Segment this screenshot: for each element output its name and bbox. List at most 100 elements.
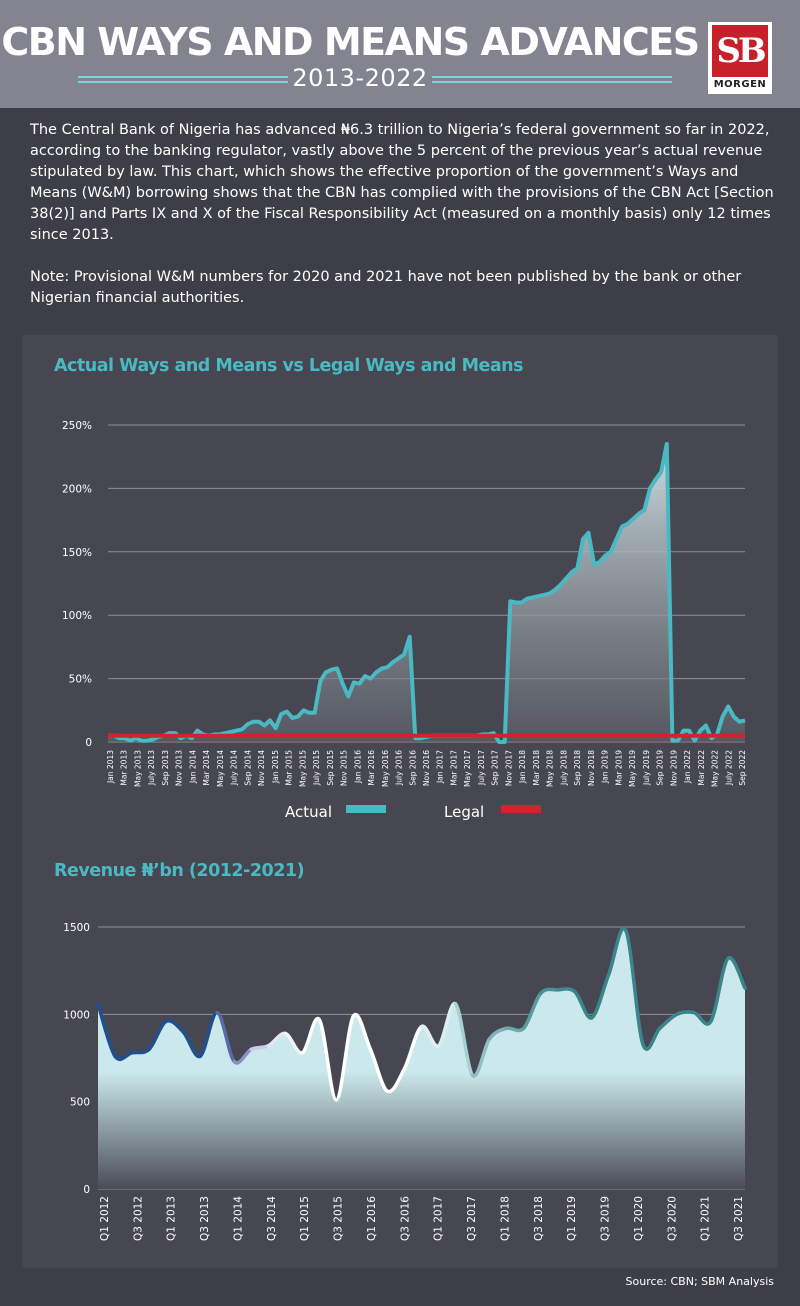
wm-x-tick-label: Mar 2017 <box>449 750 458 786</box>
rev-line-segment <box>368 1047 390 1093</box>
logo-wordmark: MORGEN <box>713 79 767 90</box>
wm-x-tick-label: Sep 2014 <box>243 750 252 786</box>
rev-x-tick-label: Q3 2014 <box>266 1196 278 1241</box>
wm-x-tick-label: Jan 2015 <box>271 750 280 784</box>
wm-x-tick-label: Mar 2019 <box>614 750 623 786</box>
rev-line-segment <box>726 956 747 990</box>
source-note: Source: CBN; SBM Analysis <box>625 1275 774 1288</box>
wm-chart-title: Actual Ways and Means vs Legal Ways and … <box>54 356 524 376</box>
rev-x-tick-label: Q1 2013 <box>166 1196 178 1241</box>
rev-line-segment <box>351 1012 373 1052</box>
wm-y-tick-label: 200% <box>62 483 92 495</box>
rev-line-segment <box>164 1018 185 1034</box>
wm-x-tick-label: Jan 2013 <box>106 750 115 784</box>
subtitle-rule-left <box>78 76 288 83</box>
wm-x-tick-label: May 2022 <box>711 750 720 787</box>
wm-actual-area <box>108 444 745 742</box>
wm-x-tick-label: Jan 2017 <box>436 750 445 784</box>
intro-note: Note: Provisional W&M numbers for 2020 a… <box>30 269 742 306</box>
rev-x-tick-label: Q1 2014 <box>232 1196 244 1241</box>
legend-legal-label: Legal <box>444 803 484 821</box>
wm-x-tick-label: Nov 2016 <box>422 750 431 786</box>
wm-y-tick-label: 100% <box>62 610 92 622</box>
wm-x-tick-label: July 2016 <box>395 750 404 786</box>
rev-line-segment <box>709 956 730 1024</box>
wm-x-tick-label: May 2016 <box>381 750 390 787</box>
wm-x-tick-label: Sep 2018 <box>573 750 582 786</box>
rev-x-tick-label: Q3 2013 <box>199 1196 211 1241</box>
logo-mark: SB <box>712 25 768 77</box>
wm-x-tick-label: July 2019 <box>642 750 651 786</box>
rev-x-tick-label: Q3 2016 <box>399 1196 411 1241</box>
rev-x-tick-label: Q3 2015 <box>333 1196 345 1241</box>
rev-line-segment <box>334 1014 356 1102</box>
rev-x-tick-label: Q1 2015 <box>299 1196 311 1241</box>
rev-x-tick-label: Q3 2017 <box>466 1196 478 1241</box>
wm-x-tick-label: Sep 2019 <box>656 750 665 786</box>
wm-x-tick-label: Sep 2017 <box>491 750 500 786</box>
rev-line-segment <box>402 1024 424 1071</box>
wm-x-tick-label: July 2013 <box>147 750 156 786</box>
wm-x-tick-label: Nov 2019 <box>669 750 678 786</box>
page-subtitle: 2013-2022 <box>292 64 428 92</box>
wm-x-tick-label: Mar 2013 <box>120 750 129 786</box>
rev-x-tick-label: Q3 2020 <box>666 1196 678 1241</box>
wm-y-tick-label: 50% <box>69 674 92 686</box>
page-title: CBN WAYS AND MEANS ADVANCES <box>1 20 700 64</box>
rev-line-segment <box>470 1037 492 1078</box>
legend-legal-swatch <box>501 805 541 813</box>
rev-x-tick-label: Q1 2012 <box>99 1196 111 1241</box>
subtitle-rule-right <box>432 76 672 83</box>
wm-x-tick-label: Nov 2018 <box>587 750 596 786</box>
rev-x-tick-label: Q1 2016 <box>366 1196 378 1241</box>
rev-x-tick-label: Q3 2018 <box>533 1196 545 1241</box>
wm-x-tick-label: Jan 2014 <box>188 750 197 784</box>
wm-x-tick-label: Jan 2018 <box>518 750 527 784</box>
rev-x-tick-label: Q1 2019 <box>566 1196 578 1241</box>
revenue-chart-title: Revenue ₦’bn (2012-2021) <box>54 861 305 881</box>
rev-line-segment <box>624 928 645 1046</box>
wm-x-tick-label: Mar 2015 <box>285 750 294 786</box>
header-banner: CBN WAYS AND MEANS ADVANCES 2013-2022 SB… <box>0 0 800 108</box>
wm-x-tick-label: Sep 2013 <box>161 750 170 786</box>
rev-line-segment <box>590 972 611 1020</box>
rev-line-segment <box>96 1002 117 1059</box>
rev-y-tick-label: 1000 <box>63 1009 90 1021</box>
rev-line-segment <box>215 1010 236 1064</box>
wm-x-tick-label: July 2014 <box>230 750 239 786</box>
wm-x-tick-label: May 2014 <box>216 750 225 787</box>
intro-text: The Central Bank of Nigeria has advanced… <box>30 120 775 330</box>
rev-x-tick-label: Q1 2020 <box>633 1196 645 1241</box>
rev-x-tick-label: Q3 2019 <box>600 1196 612 1241</box>
rev-line-segment <box>641 1026 662 1051</box>
wm-x-tick-label: May 2015 <box>298 750 307 787</box>
rev-x-tick-label: Q1 2021 <box>700 1196 712 1241</box>
wm-x-tick-label: Sep 2016 <box>408 750 417 786</box>
wm-y-tick-label: 0 <box>85 737 92 749</box>
rev-line-segment <box>130 1047 151 1055</box>
wm-x-tick-label: July 2017 <box>477 750 486 786</box>
intro-paragraph: The Central Bank of Nigeria has advanced… <box>30 122 774 243</box>
rev-x-tick-label: Q1 2018 <box>499 1196 511 1241</box>
wm-x-tick-label: Jan 2019 <box>601 750 610 784</box>
wm-x-tick-label: Mar 2022 <box>697 750 706 786</box>
wm-x-tick-label: July 2015 <box>312 750 321 786</box>
rev-line-segment <box>147 1019 168 1052</box>
rev-line-segment <box>317 1017 339 1102</box>
rev-line-segment <box>607 926 628 976</box>
wm-x-tick-label: Sep 2022 <box>738 750 747 786</box>
wm-x-tick-label: Jan 2016 <box>353 750 362 784</box>
wm-y-tick-label: 150% <box>62 547 92 559</box>
rev-x-tick-label: Q3 2021 <box>733 1196 745 1241</box>
wm-x-tick-label: July 2018 <box>559 750 568 786</box>
wm-x-tick-label: Jan 2022 <box>683 750 692 784</box>
wm-x-tick-label: Nov 2014 <box>257 750 266 786</box>
wm-x-tick-label: May 2017 <box>463 750 472 787</box>
wm-x-tick-label: Nov 2015 <box>340 750 349 786</box>
rev-line-segment <box>453 1002 475 1078</box>
wm-x-tick-label: Sep 2015 <box>326 750 335 786</box>
rev-x-tick-label: Q3 2012 <box>132 1196 144 1241</box>
wm-x-tick-label: May 2019 <box>628 750 637 787</box>
wm-x-tick-label: Nov 2017 <box>504 750 513 786</box>
